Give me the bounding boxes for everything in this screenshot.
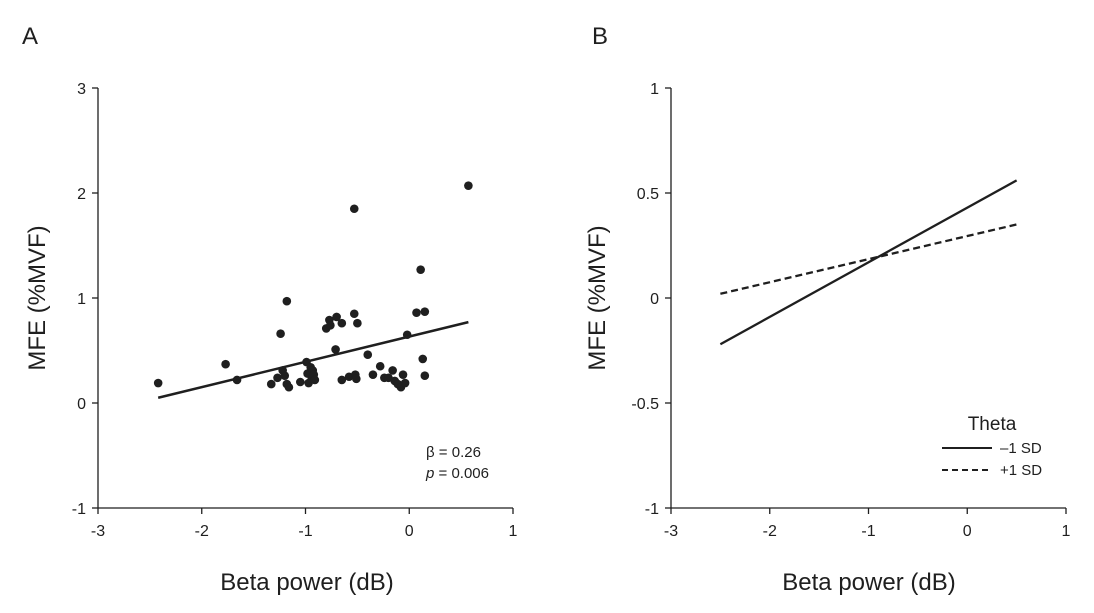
- scatter-point: [221, 359, 230, 369]
- panel-b-x-tick-label: 1: [1062, 523, 1071, 540]
- scatter-point: [296, 377, 305, 387]
- panel-a-x-axis-title: Beta power (dB): [220, 569, 393, 596]
- p-symbol: p: [425, 465, 434, 482]
- scatter-point: [353, 318, 362, 328]
- panel-b-y-axis-title: MFE (%MVF): [584, 225, 611, 370]
- scatter-point: [266, 379, 276, 389]
- legend-label-plus-1sd: +1 SD: [1000, 462, 1042, 479]
- series-line-plus-1sd: [720, 223, 1017, 295]
- scatter-point: [352, 374, 361, 384]
- panel-a-x-tick-label: 1: [509, 523, 518, 540]
- panel-a-x-tick-label: -1: [298, 523, 312, 540]
- scatter-point: [331, 345, 340, 354]
- panel-a-x-tick-label: -2: [195, 523, 209, 540]
- scatter-point: [349, 309, 359, 319]
- scatter-point: [337, 318, 347, 328]
- panel-a-y-tick-label: 3: [77, 81, 86, 98]
- scatter-point: [284, 382, 294, 392]
- panel-b: B -3 -2 -1 0 1 -1 -0.5 0 0.5 1 Beta power (dB) MF…: [584, 23, 1071, 596]
- panel-b-y-tick-label: -0.5: [631, 396, 659, 413]
- panel-a-x-tick-label: -3: [91, 523, 105, 540]
- panel-b-x-tick-label: -3: [664, 523, 678, 540]
- scatter-point: [398, 370, 408, 379]
- scatter-point: [326, 321, 335, 330]
- scatter-point: [363, 350, 373, 360]
- scatter-point: [349, 204, 359, 214]
- regression-line: [157, 320, 469, 399]
- scatter-point: [153, 378, 163, 388]
- legend-title: Theta: [968, 414, 1017, 435]
- scatter-point: [273, 373, 282, 383]
- scatter-point: [337, 375, 347, 385]
- panel-a-y-tick-label: 2: [77, 186, 86, 203]
- panel-b-x-tick-label: 0: [963, 523, 972, 540]
- p-value: = 0.006: [434, 465, 489, 482]
- panel-b-y-tick-label: 0: [650, 291, 659, 308]
- panel-b-axes: -3 -2 -1 0 1 -1 -0.5 0 0.5 1: [631, 81, 1070, 540]
- series-line-minus-1sd: [719, 179, 1018, 346]
- scatter-point: [388, 366, 397, 375]
- panel-a-y-axis-title: MFE (%MVF): [24, 225, 51, 370]
- scatter-point: [400, 378, 410, 388]
- panel-a-axes: -3 -2 -1 0 1 -1 0 1 2 3: [72, 81, 518, 540]
- panel-a-y-tick-label: 0: [77, 396, 86, 413]
- panel-a-y-tick-label: 1: [77, 291, 86, 308]
- panel-a-p-annotation: p = 0.006: [425, 465, 489, 482]
- panel-b-y-tick-label: 0.5: [637, 186, 659, 203]
- scatter-point: [416, 265, 425, 274]
- scatter-point: [276, 329, 285, 339]
- panel-b-y-tick-label: -1: [645, 501, 659, 518]
- scatter-point: [420, 371, 430, 381]
- scatter-point: [282, 296, 292, 306]
- panel-a-marks: [153, 181, 473, 399]
- panel-b-legend: Theta –1 SD +1 SD: [942, 414, 1042, 479]
- scatter-point: [310, 375, 320, 385]
- panel-a-y-tick-label: -1: [72, 501, 86, 518]
- scatter-point: [412, 308, 421, 318]
- panel-b-x-tick-label: -2: [763, 523, 777, 540]
- scatter-point: [280, 371, 290, 381]
- panel-b-x-tick-label: -1: [861, 523, 875, 540]
- panel-a: A -3 -2 -1 0 1 -1 0 1 2 3 Beta power (dB) MFE (%M…: [22, 23, 518, 596]
- scatter-point: [420, 307, 430, 316]
- panel-b-x-axis-title: Beta power (dB): [782, 569, 955, 596]
- scatter-point: [464, 181, 473, 190]
- scatter-point: [375, 361, 385, 371]
- panel-a-letter: A: [22, 23, 38, 50]
- legend-label-minus-1sd: –1 SD: [1000, 440, 1042, 457]
- panel-a-x-tick-label: 0: [405, 523, 414, 540]
- panel-a-beta-annotation: β = 0.26: [426, 444, 481, 461]
- scatter-point: [332, 312, 341, 322]
- panel-b-letter: B: [592, 23, 608, 50]
- scatter-point: [418, 354, 428, 364]
- scatter-point: [368, 370, 378, 379]
- panel-b-y-tick-label: 1: [650, 81, 659, 98]
- panel-b-marks: [719, 179, 1018, 346]
